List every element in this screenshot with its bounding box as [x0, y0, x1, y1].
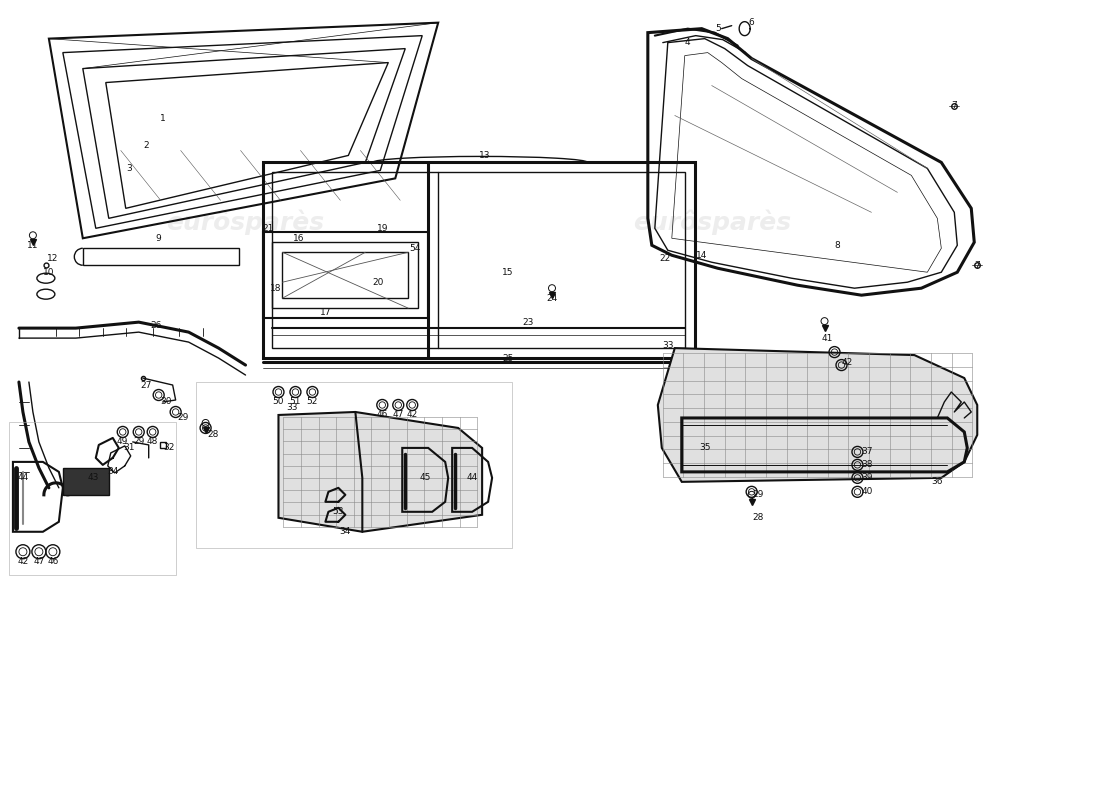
Text: 46: 46 [47, 558, 58, 566]
Text: 38: 38 [861, 460, 873, 470]
Text: 48: 48 [147, 438, 158, 446]
Text: 29: 29 [177, 414, 188, 422]
Text: 33: 33 [287, 403, 298, 413]
Text: 40: 40 [861, 487, 873, 496]
Text: 9: 9 [156, 234, 162, 242]
Text: 52: 52 [307, 398, 318, 406]
Text: 1: 1 [160, 114, 165, 123]
Text: 39: 39 [861, 474, 873, 482]
Text: 8: 8 [835, 241, 840, 250]
Text: 51: 51 [289, 398, 301, 406]
Text: 43: 43 [87, 474, 99, 482]
Text: 45: 45 [419, 474, 431, 482]
Text: 7: 7 [975, 261, 980, 270]
Text: 49: 49 [117, 438, 129, 446]
Text: 4: 4 [685, 38, 691, 47]
Text: 37: 37 [861, 447, 873, 457]
Text: 47: 47 [33, 558, 45, 566]
Text: 33: 33 [662, 341, 673, 350]
Text: 27: 27 [140, 381, 152, 390]
Text: 34: 34 [107, 467, 119, 476]
Text: 25: 25 [503, 354, 514, 362]
Text: 35: 35 [698, 443, 711, 453]
Text: 44: 44 [18, 474, 29, 482]
Text: 23: 23 [522, 318, 534, 326]
Text: 6: 6 [749, 18, 755, 27]
Text: 53: 53 [332, 507, 344, 516]
Text: 19: 19 [376, 224, 388, 233]
Text: 46: 46 [376, 410, 388, 419]
Text: 34: 34 [340, 527, 351, 536]
Text: 16: 16 [293, 234, 305, 242]
Polygon shape [278, 412, 482, 532]
Text: 30: 30 [160, 398, 172, 406]
Text: eurôsparès: eurôsparès [166, 210, 324, 235]
Text: 26: 26 [150, 321, 162, 330]
Text: 36: 36 [932, 478, 943, 486]
Polygon shape [63, 468, 109, 495]
Text: 11: 11 [28, 241, 38, 250]
Text: 50: 50 [273, 398, 284, 406]
Text: 28: 28 [207, 430, 218, 439]
Text: 44: 44 [466, 474, 477, 482]
Polygon shape [658, 348, 977, 482]
Text: 17: 17 [320, 308, 331, 317]
Text: 20: 20 [373, 278, 384, 286]
Text: 32: 32 [163, 443, 175, 453]
Text: 12: 12 [47, 254, 58, 262]
Text: eurôsparès: eurôsparès [632, 210, 791, 235]
Text: 22: 22 [659, 254, 670, 262]
Text: 54: 54 [409, 244, 421, 253]
Text: 41: 41 [822, 334, 833, 342]
Text: 31: 31 [123, 443, 134, 453]
Text: 3: 3 [125, 164, 132, 173]
Text: 47: 47 [393, 410, 404, 419]
Text: 13: 13 [480, 151, 491, 160]
Text: 18: 18 [270, 284, 282, 293]
Text: 2: 2 [143, 141, 148, 150]
Text: 10: 10 [43, 268, 55, 277]
Text: 42: 42 [18, 558, 29, 566]
Text: 5: 5 [715, 24, 720, 33]
Text: 28: 28 [752, 514, 763, 522]
Text: 15: 15 [503, 268, 514, 277]
Text: 29: 29 [752, 490, 763, 499]
Text: 21: 21 [263, 224, 274, 233]
Text: 7: 7 [952, 101, 957, 110]
Text: 42: 42 [842, 358, 854, 366]
Text: 14: 14 [696, 250, 707, 260]
Text: 29: 29 [133, 438, 144, 446]
Text: 42: 42 [407, 410, 418, 419]
Text: 24: 24 [547, 294, 558, 302]
